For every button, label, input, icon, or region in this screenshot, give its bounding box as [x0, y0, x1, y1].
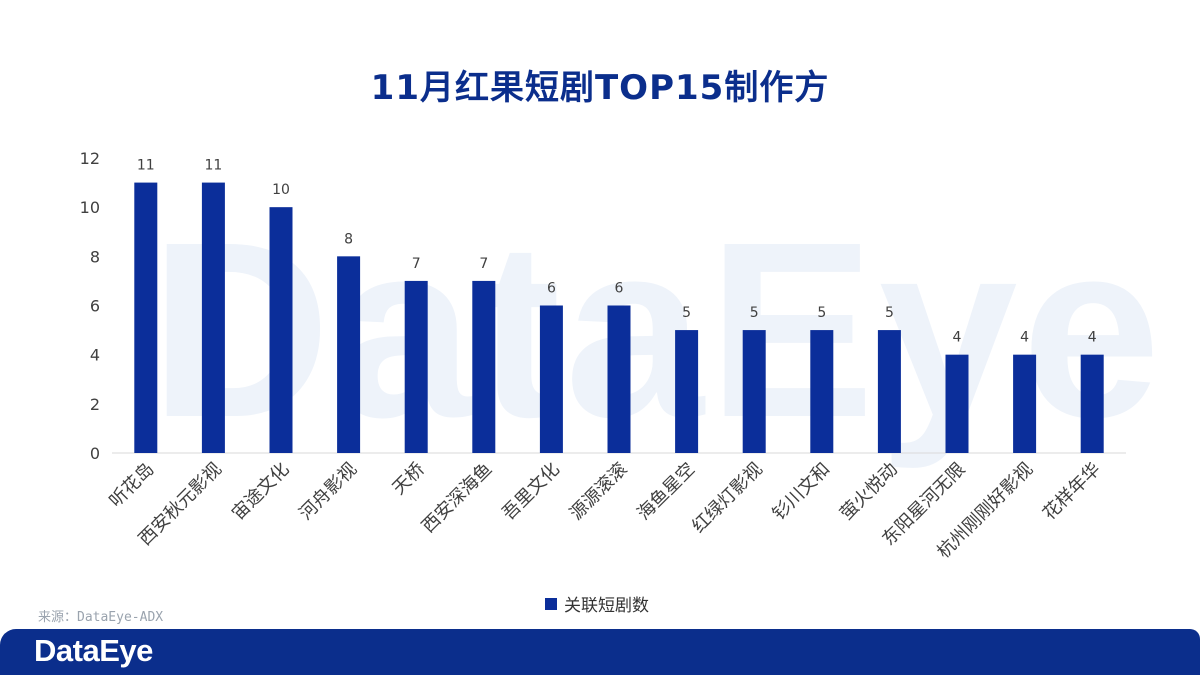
bar: [945, 354, 969, 453]
bar: [742, 330, 766, 453]
x-tick-label: 钐川文和: [769, 459, 835, 525]
legend-label: 关联短剧数: [564, 596, 649, 616]
data-label: 6: [615, 281, 624, 297]
bar: [1013, 354, 1037, 453]
data-label: 4: [1020, 330, 1029, 346]
data-label: 11: [204, 158, 222, 174]
bar: [675, 330, 699, 453]
x-tick-label: 萤火悦动: [836, 459, 902, 525]
x-tick-label: 海鱼星空: [633, 459, 699, 525]
bar: [269, 207, 293, 453]
legend-swatch: [545, 597, 557, 610]
data-label: 7: [479, 256, 488, 272]
y-tick-label: 0: [90, 444, 100, 463]
x-tick-label: 源源滚滚: [566, 459, 632, 525]
y-tick-label: 12: [80, 149, 100, 168]
data-label: 6: [547, 281, 556, 297]
bar: [337, 256, 361, 453]
bar: [877, 330, 901, 453]
y-tick-label: 6: [90, 297, 100, 316]
data-label: 5: [885, 305, 894, 321]
chart-title: 11月红果短剧TOP15制作方: [370, 68, 830, 108]
x-tick-label: 天桥: [388, 459, 428, 499]
bar: [1080, 354, 1104, 453]
source-note: 来源：DataEye-ADX: [38, 610, 164, 625]
y-tick-label: 10: [80, 198, 100, 217]
bar: [539, 305, 563, 453]
bar: [607, 305, 631, 453]
y-tick-label: 4: [90, 346, 100, 365]
x-tick-label: 宙途文化: [228, 459, 294, 525]
bar: [201, 182, 225, 454]
bar: [134, 182, 158, 454]
legend: 关联短剧数: [545, 591, 649, 616]
data-label: 8: [344, 231, 353, 247]
y-tick-label: 8: [90, 247, 100, 266]
x-tick-label: 吾里文化: [498, 459, 564, 525]
data-label: 7: [412, 256, 421, 272]
footer-bar: DataEye: [0, 629, 1200, 675]
x-tick-label: 花样年华: [1039, 459, 1105, 525]
x-tick-label: 河舟影视: [295, 459, 361, 525]
data-label: 5: [750, 305, 759, 321]
data-label: 5: [817, 305, 826, 321]
data-label: 11: [137, 158, 155, 174]
bar: [810, 330, 834, 453]
data-label: 4: [1088, 330, 1097, 346]
footer-logo: DataEye: [34, 633, 153, 668]
data-label: 10: [272, 182, 290, 198]
x-tick-label: 西安深海鱼: [418, 459, 496, 537]
y-tick-label: 2: [90, 395, 100, 414]
x-tick-label: 红绿灯影视: [688, 459, 766, 537]
bar: [472, 280, 496, 453]
data-label: 5: [682, 305, 691, 321]
data-label: 4: [953, 330, 962, 346]
x-tick-label: 听花岛: [105, 459, 158, 512]
bar: [404, 280, 428, 453]
